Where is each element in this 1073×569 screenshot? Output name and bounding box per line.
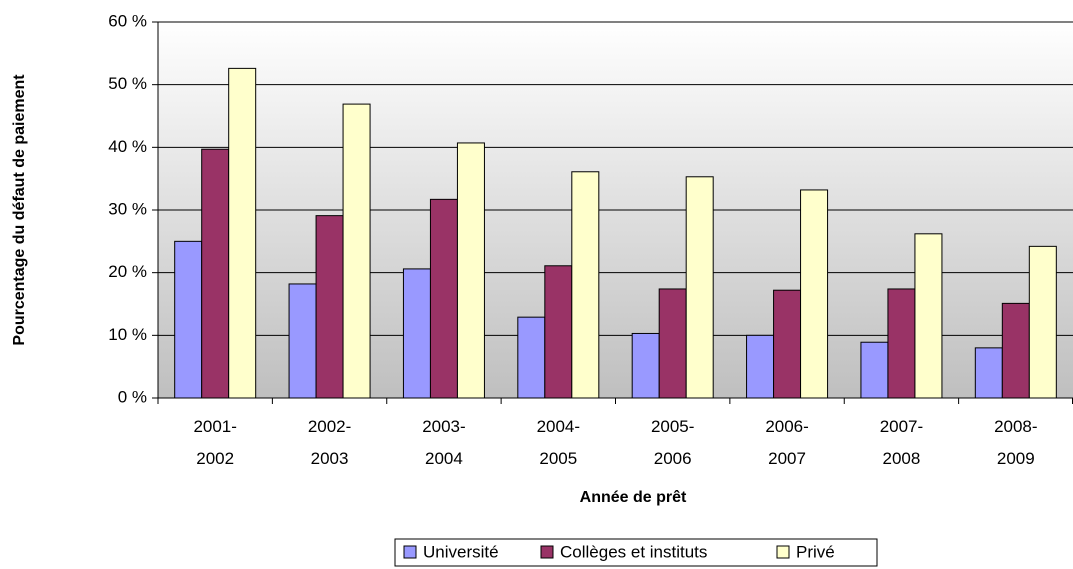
bar [456,142,485,399]
bar [288,283,317,399]
legend-swatch [403,545,417,559]
bar [1028,245,1057,399]
y-tick-label: 10 % [108,325,147,344]
bar [517,316,546,399]
bar [631,332,660,399]
bar [860,341,889,399]
y-tick-label: 50 % [108,74,147,93]
x-tick-label: 2008-2009 [994,417,1037,468]
x-tick-label: 2003-2004 [422,417,465,468]
bar [429,198,458,399]
bar [544,265,573,399]
x-tick-label: 2006-2007 [765,417,808,468]
y-tick-label: 0 % [118,387,147,406]
x-tick-label: 2007-2008 [880,417,923,468]
bar [402,268,431,399]
bar [228,67,257,399]
x-axis-title: Année de prêt [580,489,687,506]
y-tick-label: 40 % [108,137,147,156]
bar [773,289,802,399]
legend-label: Collèges et instituts [560,542,707,561]
bar [800,189,829,399]
legend-label: Université [423,542,499,561]
bar [914,233,943,399]
bar [658,288,687,399]
y-tick-label: 30 % [108,199,147,218]
x-tick-label: 2005-2006 [651,417,694,468]
bar [974,347,1003,399]
x-tick-label: 2004-2005 [537,417,580,468]
bar [571,171,600,399]
bar [201,148,230,399]
bar [315,215,344,399]
legend-label: Privé [796,542,835,561]
x-tick-label: 2002-2003 [308,417,351,468]
bar [174,240,203,399]
legend-swatch [776,545,790,559]
legend-swatch [540,545,554,559]
legend [394,538,878,567]
y-axis-title: Pourcentage du défaut de paiement [11,74,28,346]
bar [1001,302,1030,399]
x-tick-label: 2001-2002 [193,417,236,468]
y-tick-label: 60 % [108,11,147,30]
bar [746,334,775,399]
bar [342,103,371,399]
bar [887,288,916,399]
bar [685,176,714,399]
y-tick-label: 20 % [108,262,147,281]
